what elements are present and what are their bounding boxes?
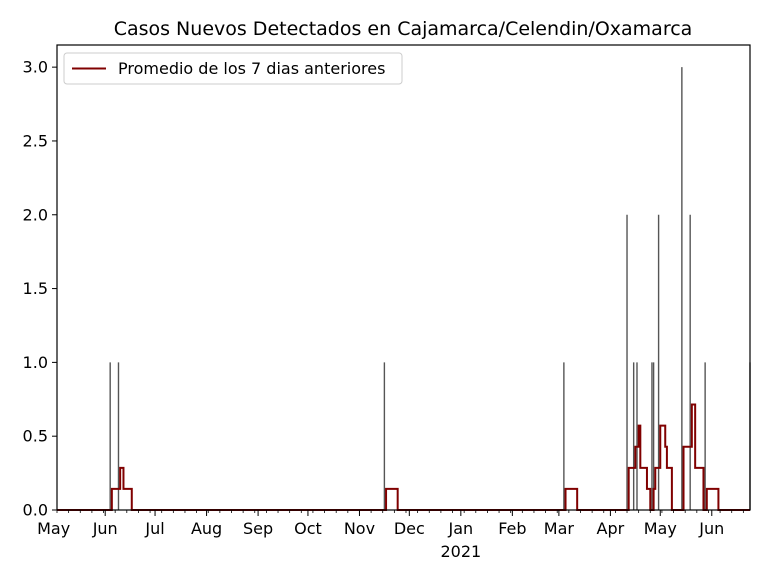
x-tick-label: Jan <box>447 519 473 538</box>
y-tick-label: 2.5 <box>23 131 48 150</box>
x-tick-label: May <box>644 519 677 538</box>
x-axis: May Jun Jul Aug Sep Oct Nov Dec Jan 2021 Feb Mar Apr… <box>37 510 744 561</box>
legend: Promedio de los 7 dias anteriores <box>63 52 403 85</box>
x-tick-label: Aug <box>191 519 222 538</box>
x-tick-label: Jun <box>92 519 118 538</box>
x-tick-label: Jul <box>144 519 164 538</box>
y-tick-label: 3.0 <box>23 58 48 77</box>
x-tick-label: Oct <box>294 519 322 538</box>
y-tick-label: 1.5 <box>23 279 48 298</box>
plot-frame <box>56 44 751 511</box>
y-tick-label: 2.0 <box>23 205 48 224</box>
x-tick-label: Jun <box>698 519 724 538</box>
x-tick-label: May <box>37 519 70 538</box>
y-tick-label: 1.0 <box>23 353 48 372</box>
legend-label: Promedio de los 7 dias anteriores <box>118 59 385 78</box>
x-tick-label: Feb <box>498 519 526 538</box>
y-tick-label: 0.0 <box>23 501 48 520</box>
x-tick-label: Mar <box>544 519 575 538</box>
x-tick-year-label: 2021 <box>440 542 481 561</box>
chart-title: Casos Nuevos Detectados en Cajamarca/Cel… <box>114 18 693 40</box>
x-tick-label: Apr <box>597 519 625 538</box>
y-axis: 0.0 0.5 1.0 1.5 2.0 2.5 3.0 <box>23 58 57 520</box>
x-tick-label: Nov <box>344 519 375 538</box>
legend-box <box>63 52 403 85</box>
x-tick-label: Sep <box>243 519 273 538</box>
y-tick-label: 0.5 <box>23 427 48 446</box>
x-tick-label: Dec <box>394 519 425 538</box>
